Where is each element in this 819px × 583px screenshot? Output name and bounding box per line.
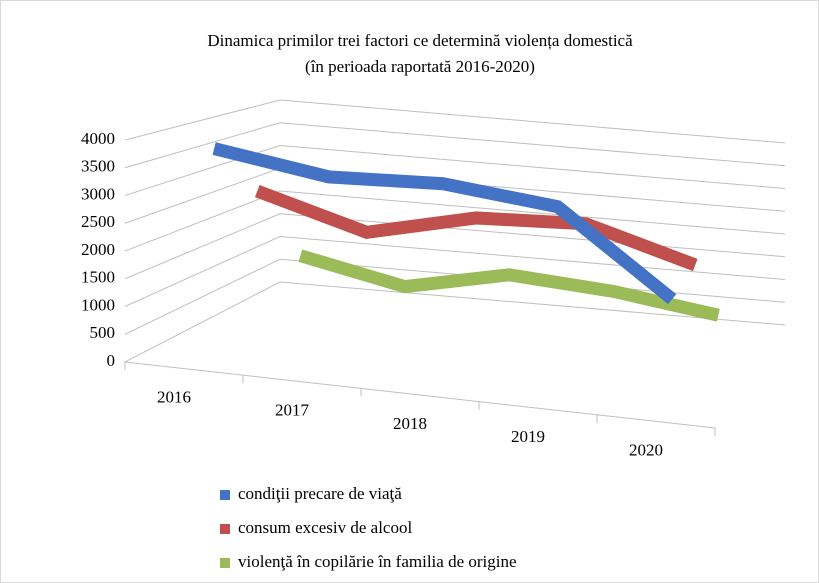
- y-tick-label: 0: [107, 351, 116, 370]
- y-tick-label: 4000: [81, 129, 115, 148]
- legend-swatch: [220, 558, 230, 568]
- grid-line: [124, 99, 786, 144]
- legend: condiţii precare de viaţă consum excesiv …: [220, 484, 517, 571]
- y-tick-label: 2000: [81, 240, 115, 259]
- x-axis-line: [124, 361, 716, 429]
- x-tick-label: 2018: [393, 414, 427, 433]
- grid-line: [124, 144, 786, 196]
- legend-label: violenţă în copilărie în familia de orig…: [238, 552, 517, 571]
- y-tick-label: 500: [90, 323, 116, 342]
- y-tick-label: 1000: [81, 295, 115, 314]
- x-tick-label: 2016: [157, 388, 191, 407]
- series-line: [212, 142, 677, 305]
- y-tick-label: 1500: [81, 268, 115, 287]
- x-tick-label: 2019: [511, 427, 545, 446]
- legend-label: condiţii precare de viaţă: [238, 484, 402, 503]
- grid-line: [124, 190, 786, 252]
- grid-line: [124, 235, 786, 307]
- legend-swatch: [220, 524, 230, 534]
- grid-line: [124, 122, 786, 169]
- grid-line: [124, 213, 786, 280]
- y-tick-label: 3500: [81, 157, 115, 176]
- chart-title: Dinamica primilor trei factori ce determ…: [207, 31, 633, 50]
- grid-line: [124, 281, 786, 363]
- x-tick-label: 2017: [275, 401, 310, 420]
- legend-label: consum excesiv de alcool: [238, 518, 412, 537]
- series-line: [298, 249, 720, 322]
- x-tick-label: 2020: [629, 440, 663, 459]
- series-line: [254, 185, 698, 272]
- chart-subtitle: (în perioada raportată 2016-2020): [305, 57, 535, 76]
- y-tick-label: 2500: [81, 212, 115, 231]
- y-tick-label: 3000: [81, 184, 115, 203]
- plot-area: 0 500 1000 1500 2000 2500 3000 3500 4000 2016 2017…: [81, 99, 786, 459]
- legend-swatch: [220, 490, 230, 500]
